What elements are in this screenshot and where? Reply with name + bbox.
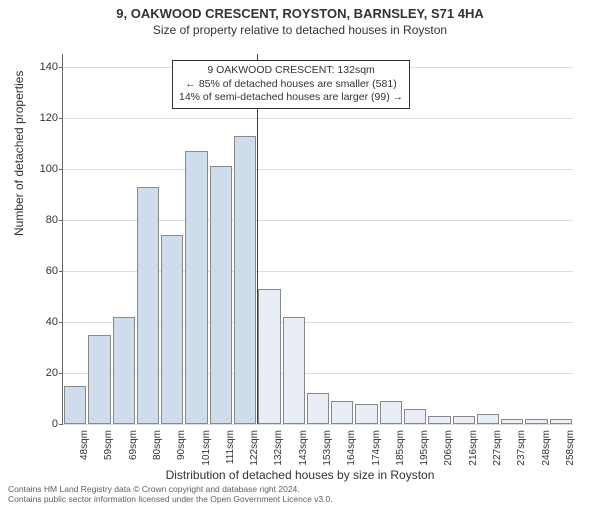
xtick-label: 69sqm [128, 430, 139, 460]
ytick-mark [59, 271, 63, 272]
histogram-bar [88, 335, 110, 424]
footer-line1: Contains HM Land Registry data © Crown c… [8, 484, 333, 494]
histogram-bar [428, 416, 450, 424]
xtick-label: 143sqm [298, 430, 309, 466]
xtick-label: 216sqm [468, 430, 479, 466]
histogram-bar [283, 317, 305, 424]
ytick-mark [59, 220, 63, 221]
xtick-label: 185sqm [395, 430, 406, 466]
ytick-label: 0 [18, 418, 58, 430]
ytick-mark [59, 424, 63, 425]
xtick-label: 48sqm [79, 430, 90, 460]
ytick-label: 40 [18, 316, 58, 328]
histogram-bar [453, 416, 475, 424]
histogram-bar [258, 289, 280, 424]
plot-region: 02040608010012014048sqm59sqm69sqm80sqm90… [62, 54, 573, 425]
histogram-bar [331, 401, 353, 424]
histogram-bar [234, 136, 256, 424]
histogram-bar [64, 386, 86, 424]
histogram-bar [525, 419, 547, 424]
xtick-label: 59sqm [103, 430, 114, 460]
histogram-bar [550, 419, 572, 424]
annotation-line1: 9 OAKWOOD CRESCENT: 132sqm [179, 64, 403, 78]
ytick-mark [59, 67, 63, 68]
xtick-label: 258sqm [565, 430, 576, 466]
gridline [63, 118, 573, 119]
xtick-label: 153sqm [322, 430, 333, 466]
xtick-label: 132sqm [273, 430, 284, 466]
histogram-bar [355, 404, 377, 424]
histogram-bar [113, 317, 135, 424]
xtick-label: 227sqm [492, 430, 503, 466]
xtick-label: 80sqm [152, 430, 163, 460]
histogram-bar [307, 393, 329, 424]
ytick-label: 100 [18, 163, 58, 175]
gridline [63, 169, 573, 170]
histogram-bar [501, 419, 523, 424]
reference-line [257, 54, 258, 424]
xtick-label: 164sqm [346, 430, 357, 466]
xtick-label: 248sqm [541, 430, 552, 466]
xtick-label: 101sqm [201, 430, 212, 466]
xtick-label: 195sqm [419, 430, 430, 466]
ytick-label: 20 [18, 367, 58, 379]
xtick-label: 122sqm [249, 430, 260, 466]
ytick-mark [59, 373, 63, 374]
xtick-label: 174sqm [371, 430, 382, 466]
chart-area: 02040608010012014048sqm59sqm69sqm80sqm90… [62, 54, 572, 424]
histogram-bar [137, 187, 159, 424]
ytick-mark [59, 118, 63, 119]
annotation-box: 9 OAKWOOD CRESCENT: 132sqm ← 85% of deta… [172, 60, 410, 109]
footer-attribution: Contains HM Land Registry data © Crown c… [8, 484, 333, 504]
annotation-line2: ← 85% of detached houses are smaller (58… [179, 78, 403, 92]
histogram-bar [161, 235, 183, 424]
xtick-label: 237sqm [516, 430, 527, 466]
xtick-label: 90sqm [176, 430, 187, 460]
chart-title-sub: Size of property relative to detached ho… [0, 23, 600, 37]
histogram-bar [210, 166, 232, 424]
footer-line2: Contains public sector information licen… [8, 494, 333, 504]
gridline [63, 424, 573, 425]
chart-title-main: 9, OAKWOOD CRESCENT, ROYSTON, BARNSLEY, … [0, 6, 600, 21]
annotation-line3: 14% of semi-detached houses are larger (… [179, 91, 403, 105]
histogram-bar [380, 401, 402, 424]
xtick-label: 111sqm [225, 430, 236, 464]
x-axis-title: Distribution of detached houses by size … [0, 468, 600, 482]
ytick-label: 60 [18, 265, 58, 277]
histogram-bar [185, 151, 207, 424]
ytick-label: 120 [18, 112, 58, 124]
xtick-label: 206sqm [443, 430, 454, 466]
ytick-mark [59, 169, 63, 170]
ytick-label: 140 [18, 61, 58, 73]
ytick-mark [59, 322, 63, 323]
ytick-label: 80 [18, 214, 58, 226]
histogram-bar [404, 409, 426, 424]
histogram-bar [477, 414, 499, 424]
y-axis-label: Number of detached properties [12, 71, 26, 236]
